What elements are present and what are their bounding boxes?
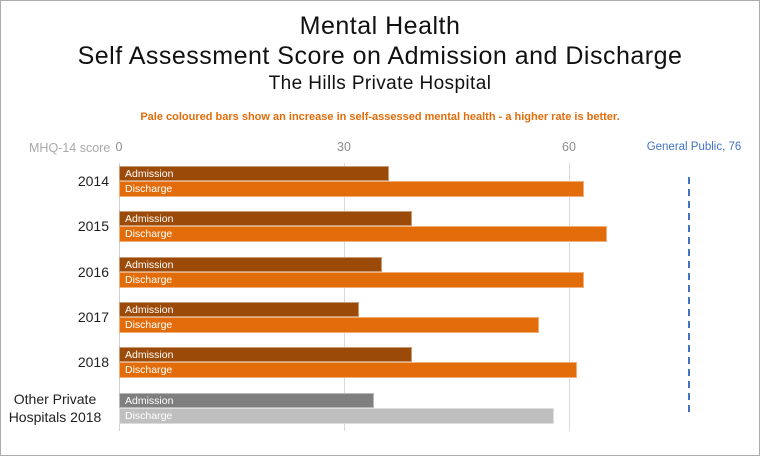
bar-label-admission: Admission — [125, 212, 174, 225]
category-label-2015: 2015 — [77, 217, 109, 234]
bar-label-admission: Admission — [125, 167, 174, 180]
axis-tick-30: 30 — [337, 140, 351, 154]
category-label-other-private-hospitals-2018: Other Private Hospitals 2018 — [8, 391, 102, 425]
category-label-2016: 2016 — [77, 263, 109, 280]
bar-discharge-other-2018: Discharge — [119, 408, 554, 424]
bar-label-discharge: Discharge — [125, 183, 173, 195]
bar-label-discharge: Discharge — [125, 228, 173, 240]
bar-label-admission: Admission — [125, 348, 174, 361]
bar-admission-2014: Admission — [119, 166, 389, 181]
chart-title-line1: Mental Health — [299, 12, 461, 40]
bar-label-discharge: Discharge — [125, 274, 173, 286]
bar-label-admission: Admission — [125, 303, 174, 316]
chart-title-block: Mental Health Self Assessment Score on A… — [1, 12, 759, 97]
bar-admission-2018: Admission — [119, 347, 412, 362]
chart-title-line3: The Hills Private Hospital — [268, 73, 492, 94]
bar-discharge-2017: Discharge — [119, 317, 539, 333]
bar-admission-2017: Admission — [119, 302, 359, 317]
bar-label-admission: Admission — [125, 258, 174, 271]
chart-note: Pale coloured bars show an increase in s… — [140, 111, 620, 123]
category-label-2018: 2018 — [77, 353, 109, 370]
bar-discharge-2018: Discharge — [119, 362, 577, 378]
bar-discharge-2016: Discharge — [119, 272, 584, 288]
bar-admission-other-2018: Admission — [119, 393, 374, 408]
bar-label-discharge: Discharge — [125, 364, 173, 376]
gridline-60 — [568, 163, 570, 431]
bar-admission-2016: Admission — [119, 257, 382, 272]
axis-tick-0: 0 — [115, 140, 123, 154]
bar-label-admission: Admission — [125, 394, 174, 407]
axis-spine — [119, 163, 120, 431]
axis-unit-label: MHQ-14 score — [29, 141, 111, 155]
bar-label-discharge: Discharge — [125, 410, 173, 422]
bar-label-discharge: Discharge — [125, 319, 173, 331]
bar-admission-2015: Admission — [119, 211, 412, 226]
bar-discharge-2014: Discharge — [119, 181, 584, 197]
general-public-reference-line — [688, 177, 690, 415]
chart-title-line2: Self Assessment Score on Admission and D… — [77, 42, 683, 70]
bar-discharge-2015: Discharge — [119, 226, 607, 242]
reference-line-label: General Public, 76 — [646, 141, 742, 153]
gridline-30 — [343, 163, 345, 431]
axis-tick-60: 60 — [562, 140, 576, 154]
category-label-2014: 2014 — [77, 172, 109, 189]
category-label-2017: 2017 — [77, 308, 109, 325]
